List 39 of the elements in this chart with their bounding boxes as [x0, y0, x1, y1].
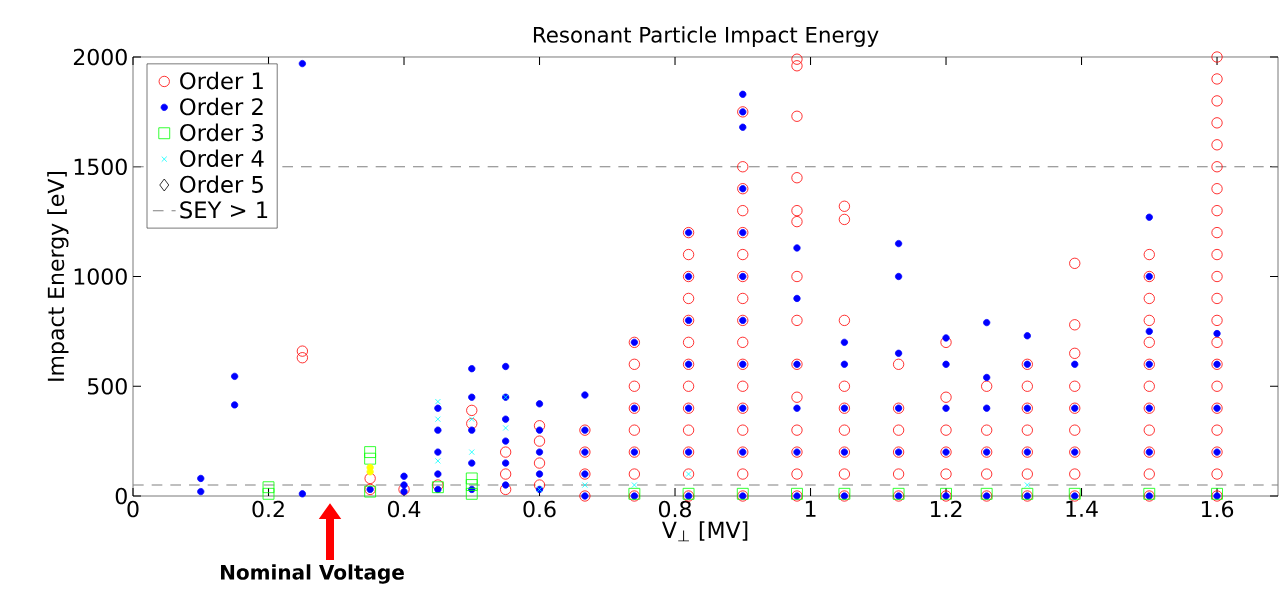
y-tick-label: 2000	[73, 48, 127, 66]
point	[465, 472, 478, 485]
legend-label: SEY > 1	[180, 201, 268, 219]
x-tick-label: 0.2	[252, 500, 284, 518]
point	[465, 487, 478, 500]
x-tick-label: 1.2	[930, 500, 962, 518]
x-tick-label: 1.4	[1066, 500, 1098, 517]
legend-label: Order 3	[180, 123, 264, 142]
x-axis-title: V$_{⊥}$ [MV]	[662, 521, 748, 542]
point	[434, 398, 441, 405]
x-tick-label: 1.6	[1201, 500, 1234, 518]
point	[434, 457, 441, 464]
y-tick-label: 500	[88, 377, 127, 395]
legend-label: Order 4	[180, 149, 264, 168]
point	[364, 452, 377, 465]
point	[465, 479, 478, 491]
legend-label: Order 5	[180, 175, 263, 193]
x-tick-label: 0	[127, 500, 139, 518]
x-tick-label: 1	[805, 500, 816, 517]
point	[468, 449, 475, 456]
y-tick-label: 1000	[74, 268, 127, 285]
point	[1024, 482, 1031, 488]
y-tick-label: 0	[115, 487, 127, 505]
legend-label: Order 1	[180, 71, 263, 90]
chart-title: Resonant Particle Impact Energy	[533, 26, 879, 47]
legend-label: Order 2	[180, 97, 263, 116]
point	[581, 482, 588, 488]
point	[434, 416, 441, 423]
point	[262, 481, 275, 494]
point	[631, 482, 638, 488]
point	[364, 446, 377, 458]
y-axis-title: Impact Energy [eV]	[47, 171, 69, 381]
point	[502, 425, 509, 431]
text: Nominal Voltage	[221, 564, 404, 584]
point	[262, 487, 275, 500]
x-tick-label: 0.8	[658, 500, 691, 518]
y-tick-label: 1500	[74, 158, 127, 176]
x-tick-label: 0.4	[387, 500, 421, 518]
x-tick-label: 0.6	[523, 500, 556, 518]
